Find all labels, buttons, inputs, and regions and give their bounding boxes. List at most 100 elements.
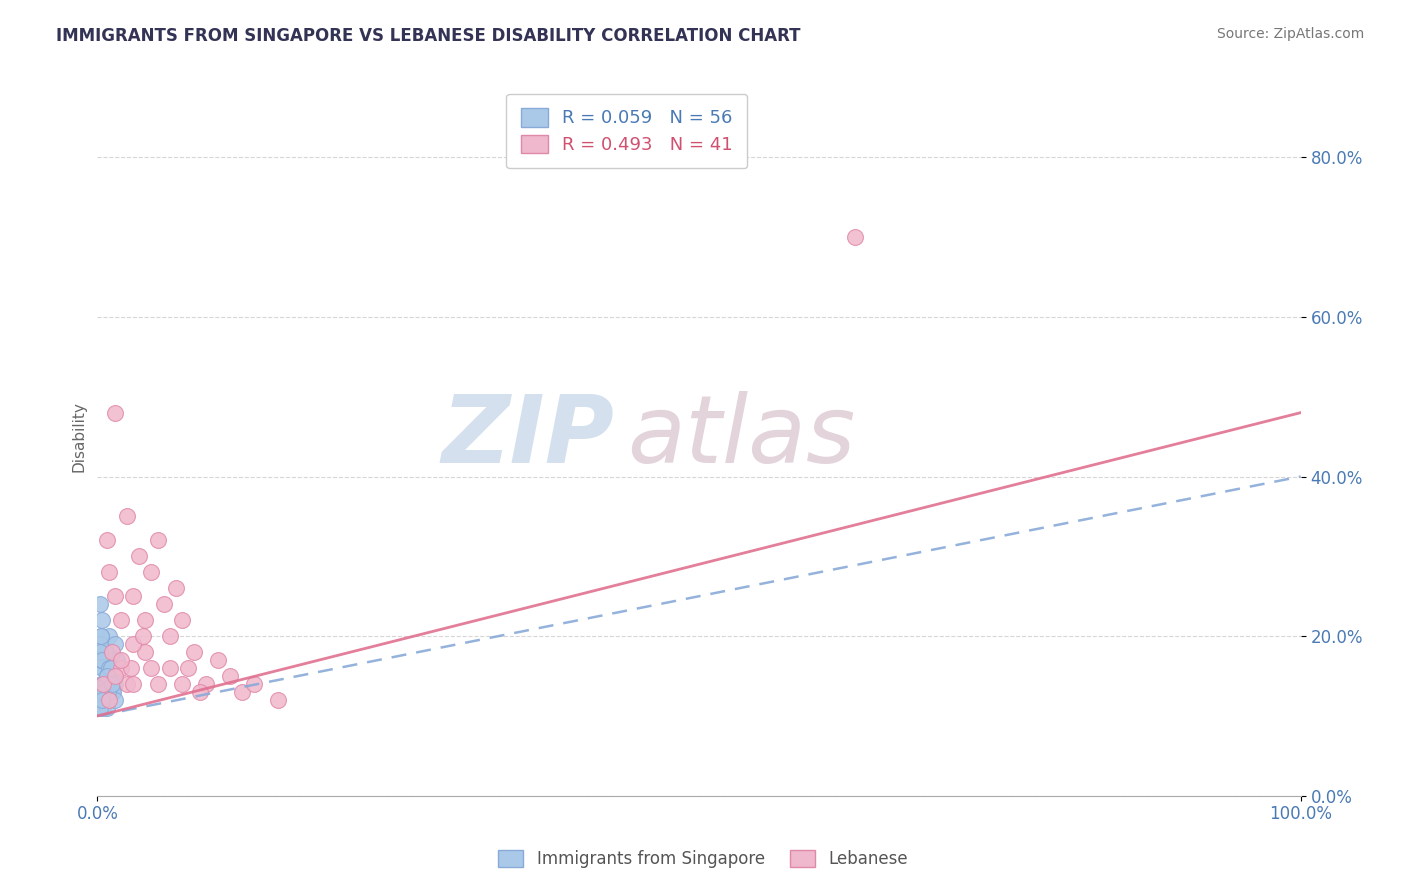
Point (122, 677, 145, 691)
Point (132, 629, 155, 643)
Point (94, 677, 117, 691)
Point (96, 533, 118, 548)
Point (146, 533, 169, 548)
Point (98, 566, 121, 580)
Point (93, 677, 115, 691)
Point (159, 629, 181, 643)
Point (97, 685, 120, 699)
Point (93, 701, 115, 715)
Point (159, 661, 181, 675)
Point (100, 661, 122, 675)
Point (165, 581, 187, 595)
Point (97, 653, 120, 667)
Point (134, 645, 156, 659)
Point (104, 693, 127, 707)
Point (89, 701, 111, 715)
Point (105, 653, 128, 667)
Point (117, 509, 139, 524)
Point (117, 677, 139, 691)
Point (152, 597, 174, 611)
Point (96, 669, 118, 683)
Point (97, 693, 120, 707)
Point (134, 613, 156, 627)
Point (170, 613, 193, 627)
Point (90, 677, 112, 691)
Point (101, 677, 124, 691)
Point (89, 637, 111, 651)
Point (96, 645, 118, 659)
Y-axis label: Disability: Disability (72, 401, 86, 472)
Point (96, 701, 118, 715)
Point (128, 549, 150, 564)
Point (104, 589, 127, 603)
Point (104, 669, 127, 683)
Point (267, 693, 290, 707)
Point (122, 637, 145, 651)
Point (110, 653, 132, 667)
Point (94, 685, 117, 699)
Point (120, 661, 142, 675)
Point (93, 685, 115, 699)
Point (93, 645, 115, 659)
Point (170, 677, 193, 691)
Point (104, 406, 127, 420)
Point (218, 669, 240, 683)
Point (242, 677, 264, 691)
Legend: Immigrants from Singapore, Lebanese: Immigrants from Singapore, Lebanese (492, 843, 914, 875)
Point (91, 661, 114, 675)
Text: Source: ZipAtlas.com: Source: ZipAtlas.com (1216, 27, 1364, 41)
Point (98, 685, 121, 699)
Point (101, 685, 124, 699)
Point (91, 693, 114, 707)
Point (90, 629, 112, 643)
Point (100, 661, 122, 675)
Point (93, 661, 115, 675)
Text: IMMIGRANTS FROM SINGAPORE VS LEBANESE DISABILITY CORRELATION CHART: IMMIGRANTS FROM SINGAPORE VS LEBANESE DI… (56, 27, 801, 45)
Point (146, 677, 169, 691)
Point (90, 629, 112, 643)
Point (122, 589, 145, 603)
Point (98, 693, 121, 707)
Point (100, 661, 122, 675)
Point (96, 669, 118, 683)
Point (176, 661, 198, 675)
Point (91, 653, 114, 667)
Point (231, 685, 253, 699)
Point (101, 685, 124, 699)
Point (103, 669, 125, 683)
Point (90, 653, 112, 667)
Point (93, 693, 115, 707)
Point (101, 677, 124, 691)
Text: atlas: atlas (627, 391, 855, 482)
Point (103, 669, 125, 683)
Point (183, 645, 205, 659)
Text: ZIP: ZIP (441, 391, 614, 483)
Point (93, 677, 115, 691)
Point (844, 230, 866, 244)
Point (141, 566, 163, 580)
Point (101, 677, 124, 691)
Point (100, 661, 122, 675)
Point (97, 669, 120, 683)
Point (89, 597, 111, 611)
Point (207, 653, 229, 667)
Point (101, 669, 124, 683)
Point (91, 613, 114, 627)
Point (98, 629, 121, 643)
Point (96, 669, 118, 683)
Point (104, 637, 127, 651)
Point (104, 677, 127, 691)
Point (98, 661, 121, 675)
Point (188, 685, 211, 699)
Point (91, 693, 114, 707)
Legend: R = 0.059   N = 56, R = 0.493   N = 41: R = 0.059 N = 56, R = 0.493 N = 41 (506, 94, 748, 169)
Point (101, 645, 124, 659)
Point (94, 685, 117, 699)
Point (93, 693, 115, 707)
Point (101, 669, 124, 683)
Point (93, 677, 115, 691)
Point (93, 685, 115, 699)
Point (89, 645, 111, 659)
Point (110, 661, 132, 675)
Point (94, 677, 117, 691)
